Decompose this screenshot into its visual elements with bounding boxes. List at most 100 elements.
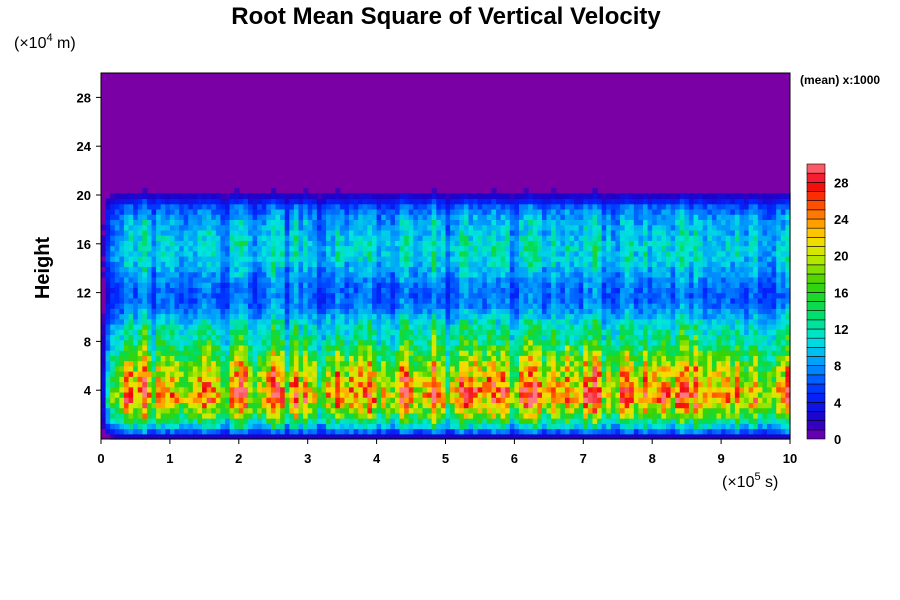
heatmap-cell xyxy=(220,423,226,430)
heatmap-cell xyxy=(307,423,313,430)
heatmap-cell xyxy=(270,266,277,273)
heatmap-cell xyxy=(560,271,566,278)
heatmap-cell xyxy=(514,287,520,294)
heatmap-cell xyxy=(450,360,456,367)
heatmap-cell xyxy=(293,224,300,231)
heatmap-cell xyxy=(179,203,185,210)
heatmap-cell xyxy=(431,418,437,424)
heatmap-cell xyxy=(482,407,488,414)
heatmap-cell xyxy=(477,433,483,440)
heatmap-cell xyxy=(307,365,313,372)
heatmap-cell xyxy=(500,365,506,372)
heatmap-cell xyxy=(564,219,571,226)
heatmap-cell xyxy=(344,313,350,320)
heatmap-cell xyxy=(362,203,369,210)
heatmap-cell xyxy=(280,412,286,419)
heatmap-cell xyxy=(266,282,272,288)
heatmap-cell xyxy=(146,303,153,309)
heatmap-cell xyxy=(518,418,525,424)
heatmap-cell xyxy=(564,412,571,419)
heatmap-cell xyxy=(312,344,318,351)
heatmap-cell xyxy=(381,428,387,435)
heatmap-cell xyxy=(427,266,433,273)
heatmap-cell xyxy=(169,292,176,299)
heatmap-cell xyxy=(523,271,529,278)
heatmap-cell xyxy=(339,250,346,257)
heatmap-cell xyxy=(578,329,584,336)
heatmap-cell xyxy=(133,198,139,205)
heatmap-cell xyxy=(473,276,479,283)
heatmap-cell xyxy=(252,365,258,372)
heatmap-cell xyxy=(303,344,309,351)
heatmap-cell xyxy=(312,386,318,393)
heatmap-cell xyxy=(151,208,157,215)
heatmap-cell xyxy=(431,329,437,336)
heatmap-cell xyxy=(381,334,387,341)
heatmap-cell xyxy=(206,418,212,424)
heatmap-cell xyxy=(234,276,240,283)
heatmap-cell xyxy=(427,407,433,414)
heatmap-cell xyxy=(422,350,428,356)
heatmap-cell xyxy=(431,235,437,241)
heatmap-cell xyxy=(156,318,162,325)
heatmap-cell xyxy=(445,282,451,288)
heatmap-cell xyxy=(174,208,180,215)
heatmap-cell xyxy=(385,292,391,299)
heatmap-cell xyxy=(509,365,515,372)
heatmap-cell xyxy=(110,433,116,440)
heatmap-cell xyxy=(114,235,120,241)
heatmap-cell xyxy=(179,355,185,362)
heatmap-cell xyxy=(215,303,222,309)
heatmap-cell xyxy=(454,412,460,419)
heatmap-cell xyxy=(119,266,125,273)
heatmap-cell xyxy=(518,308,525,315)
heatmap-cell xyxy=(275,292,281,299)
heatmap-cell xyxy=(252,407,258,414)
heatmap-cell xyxy=(463,433,470,440)
heatmap-cell xyxy=(215,245,222,252)
heatmap-cell xyxy=(238,261,244,268)
heatmap-cell xyxy=(316,261,323,268)
heatmap-cell xyxy=(257,229,263,236)
heatmap-cell xyxy=(238,282,244,288)
heatmap-cell xyxy=(298,391,304,398)
heatmap-cell xyxy=(450,371,456,377)
heatmap-cell xyxy=(551,188,557,194)
heatmap-cell xyxy=(243,402,249,409)
heatmap-cell xyxy=(261,371,267,377)
heatmap-cell xyxy=(293,229,300,236)
heatmap-cell xyxy=(367,323,373,330)
heatmap-cell xyxy=(399,193,405,200)
heatmap-cell xyxy=(459,276,465,283)
heatmap-cell xyxy=(473,266,479,273)
heatmap-cell xyxy=(390,266,396,273)
heatmap-cell xyxy=(188,423,194,430)
heatmap-cell xyxy=(514,256,520,262)
heatmap-cell xyxy=(183,287,189,294)
heatmap-cell xyxy=(339,219,346,226)
heatmap-cell xyxy=(229,235,235,241)
heatmap-cell xyxy=(413,423,419,430)
heatmap-cell xyxy=(238,433,244,440)
heatmap-cell xyxy=(179,282,185,288)
heatmap-cell xyxy=(165,282,171,288)
heatmap-cell xyxy=(123,344,130,351)
heatmap-cell xyxy=(468,386,474,393)
heatmap-cell xyxy=(390,334,396,341)
heatmap-cell xyxy=(523,261,529,268)
heatmap-cell xyxy=(546,365,552,372)
heatmap-cell xyxy=(105,282,111,288)
heatmap-cell xyxy=(564,245,571,252)
heatmap-cell xyxy=(496,214,502,220)
heatmap-cell xyxy=(427,245,433,252)
heatmap-cell xyxy=(496,323,502,330)
heatmap-cell xyxy=(280,371,286,377)
heatmap-cell xyxy=(238,402,244,409)
heatmap-cell xyxy=(408,350,414,356)
heatmap-cell xyxy=(514,397,520,403)
heatmap-cell xyxy=(358,397,364,403)
heatmap-cell xyxy=(427,208,433,215)
heatmap-cell xyxy=(473,219,479,226)
heatmap-cell xyxy=(564,240,571,247)
heatmap-cell xyxy=(151,198,157,205)
